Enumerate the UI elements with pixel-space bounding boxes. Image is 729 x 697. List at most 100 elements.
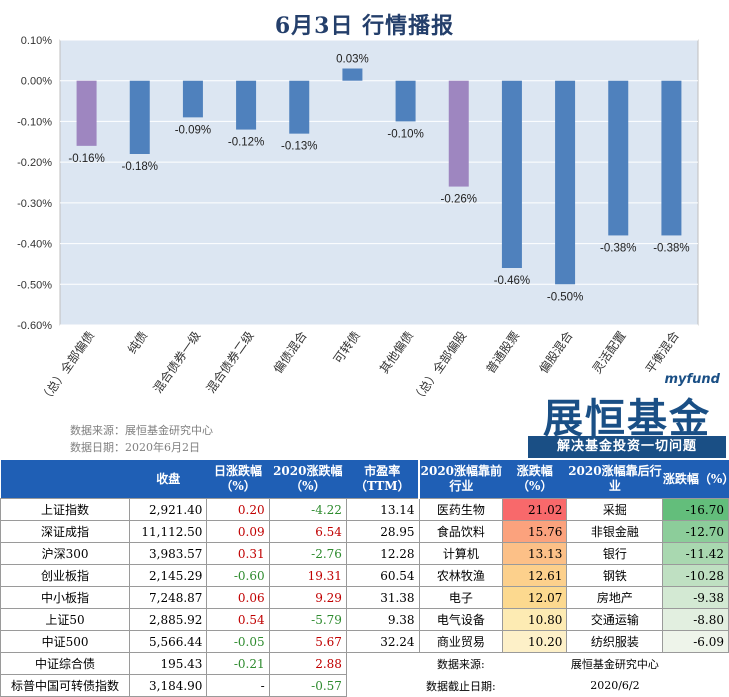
y-tick-label: -0.10% (17, 116, 52, 128)
data-label: -0.09% (175, 124, 211, 136)
table-row: 中小板指 7,248.87 0.06 9.29 31.38 电子 12.07 房地产 -9.38 (0, 586, 729, 609)
table-cell: -16.70 (662, 498, 729, 521)
data-label: -0.38% (653, 242, 689, 254)
table-cell: -12.70 (662, 520, 729, 543)
table-cell: 食品饮料 (418, 520, 504, 543)
column-header: 涨跌幅（%） (502, 460, 567, 499)
bar (342, 68, 363, 81)
bar-chart: 0.10% 0.00% -0.10% -0.20% -0.30% -0.40% -0.50%… (17, 35, 699, 406)
y-tick-label: -0.40% (17, 239, 52, 251)
table-cell: 深证成指 (0, 520, 131, 543)
table-cell: - (206, 674, 270, 697)
table-row: 沪深300 3,983.57 0.31 -2.76 12.28 计算机 13.13 银行 -11… (0, 542, 729, 565)
table-cell: 0.54 (206, 608, 270, 631)
table-row: 标普中国可转债指数 3,184.90- -0.57 数据截止日期: 2020/6/2 (0, 674, 729, 697)
data-label: -0.13% (281, 141, 317, 153)
bar (555, 80, 576, 285)
logo-brand: myfund (664, 372, 721, 387)
data-label: -0.10% (387, 128, 423, 140)
column-header: 市盈率（TTM） (346, 460, 420, 499)
data-label: -0.26% (441, 194, 477, 206)
table-cell: -0.21 (206, 652, 270, 675)
table-cell: 12.07 (502, 586, 568, 609)
y-tick-label: -0.60% (17, 320, 52, 332)
table-cell: 31.38 (345, 586, 420, 609)
table-cell: 9.38 (345, 608, 420, 631)
logo-name: 展恒基金 (543, 396, 711, 442)
table-cell: 3,983.57 (129, 542, 208, 565)
y-tick-label: 0.10% (21, 35, 52, 47)
column-header (0, 460, 130, 499)
table-cell (346, 653, 419, 675)
table-cell: -2.76 (268, 542, 347, 565)
table-cell (503, 653, 567, 675)
table-cell: 2,145.29 (129, 564, 208, 587)
table-cell (346, 675, 419, 697)
table-row: 中证500 5,566.44 -0.05 5.67 32.24 商业贸易 10.20 纺织服装… (0, 630, 729, 653)
x-tick-label: 平衡混合 (642, 328, 682, 376)
table-cell: 28.95 (345, 520, 420, 543)
table-cell: 中小板指 (0, 586, 131, 609)
table-cell: 沪深300 (0, 542, 131, 565)
column-header: 2020涨幅靠后行业 (566, 460, 663, 499)
table-cell: 13.13 (502, 542, 568, 565)
table-cell: 21.02 (502, 498, 568, 521)
bar (501, 80, 522, 268)
table-cell: 15.76 (502, 520, 568, 543)
table-cell: 标普中国可转债指数 (0, 674, 131, 697)
data-label: -0.16% (68, 153, 104, 165)
data-label: -0.50% (547, 291, 583, 303)
table-cell: 钢铁 (566, 564, 664, 587)
x-tick-label: 偏股混合 (536, 328, 576, 376)
table-cell: 19.31 (268, 564, 347, 587)
page-title: 6月3日 行情播报 (274, 13, 455, 39)
bar (608, 80, 629, 236)
y-tick-label: -0.20% (17, 157, 52, 169)
table-row: 深证成指 11,112.50 0.09 6.54 28.95 食品饮料 15.76 非银金融 -… (0, 520, 729, 543)
table-cell: 0.09 (206, 520, 270, 543)
table-cell: 采掘 (566, 498, 664, 521)
table-cell: 5,566.44 (129, 630, 208, 653)
x-tick-label: 可转债 (330, 328, 363, 366)
data-label: -0.46% (494, 275, 530, 287)
x-tick-label: （总）全部偏股 (409, 328, 469, 405)
data-label: -0.18% (122, 161, 158, 173)
logo-slogan: 解决基金投资一切问题 (528, 436, 726, 458)
table-cell: 7,248.87 (129, 586, 208, 609)
table-row: 上证50 2,885.92 0.54 -5.79 9.38 电气设备 10.80 交通运输 -8… (0, 608, 729, 631)
table-cell: -6.09 (662, 630, 729, 653)
table-cell: 12.28 (345, 542, 420, 565)
table-cell: 上证50 (0, 608, 131, 631)
table-cell: 纺织服装 (566, 630, 664, 653)
table-cell: -0.05 (206, 630, 270, 653)
table-cell: 医药生物 (418, 498, 504, 521)
data-label: -0.12% (228, 137, 264, 149)
table-cell: 中证500 (0, 630, 131, 653)
table-cell: 非银金融 (566, 520, 664, 543)
table-cell: 6.54 (268, 520, 347, 543)
table-cell: 上证指数 (0, 498, 131, 521)
table-cell: 创业板指 (0, 564, 131, 587)
x-tick-label: 灵活配置 (590, 329, 629, 376)
column-header: 收盘 (129, 460, 207, 499)
bar (236, 80, 257, 130)
table-cell: 计算机 (418, 542, 504, 565)
table-cell: -5.79 (268, 608, 347, 631)
table-header-row: 收盘 日涨跌幅（%） 2020涨跌幅（%） 市盈率（TTM） 2020涨幅靠前行业 涨跌幅… (0, 460, 729, 499)
column-header: 2020涨幅靠前行业 (418, 460, 503, 499)
y-tick-label: -0.30% (17, 198, 52, 210)
table-cell: -9.38 (662, 586, 729, 609)
bar (395, 80, 416, 122)
x-tick-label: 混合债券一级 (150, 328, 204, 396)
source-note: 数据来源：展恒基金研究中心 (70, 424, 213, 437)
table-cell: 13.14 (345, 498, 420, 521)
table-cell: 11,112.50 (129, 520, 208, 543)
table-cell: 0.06 (206, 586, 270, 609)
table-cell: 5.67 (268, 630, 347, 653)
footer-label: 数据来源: (436, 657, 485, 671)
table-cell: -11.42 (662, 542, 729, 565)
x-tick-label: 偏债混合 (270, 328, 310, 376)
table-cell: 10.20 (502, 630, 568, 653)
table-cell: 电子 (418, 586, 504, 609)
x-tick-label: 普通股票 (483, 329, 522, 376)
